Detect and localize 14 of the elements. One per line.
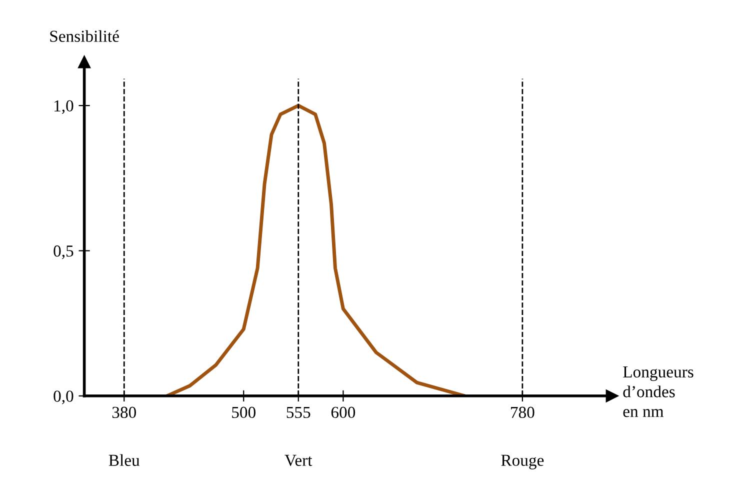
x-tick-label: 555 xyxy=(286,406,310,418)
x-tick-label: 380 xyxy=(112,406,136,418)
y-tick-label: 1,0 xyxy=(54,100,74,114)
text: Rouge xyxy=(501,454,544,470)
x-tick-label: 780 xyxy=(511,406,534,418)
y-tick-label: 0,5 xyxy=(54,245,74,260)
text: Vert xyxy=(284,454,312,466)
x-tick-label: 600 xyxy=(331,406,356,418)
y-tick-label: 0,0 xyxy=(54,390,74,404)
y-axis-title: Sensibilité xyxy=(50,30,119,42)
x-tick-label: 500 xyxy=(232,406,256,418)
x-axis-title: Longueurs d’ondes en nm xyxy=(623,366,694,418)
line-series xyxy=(165,104,466,396)
text: Bleu xyxy=(108,454,140,466)
